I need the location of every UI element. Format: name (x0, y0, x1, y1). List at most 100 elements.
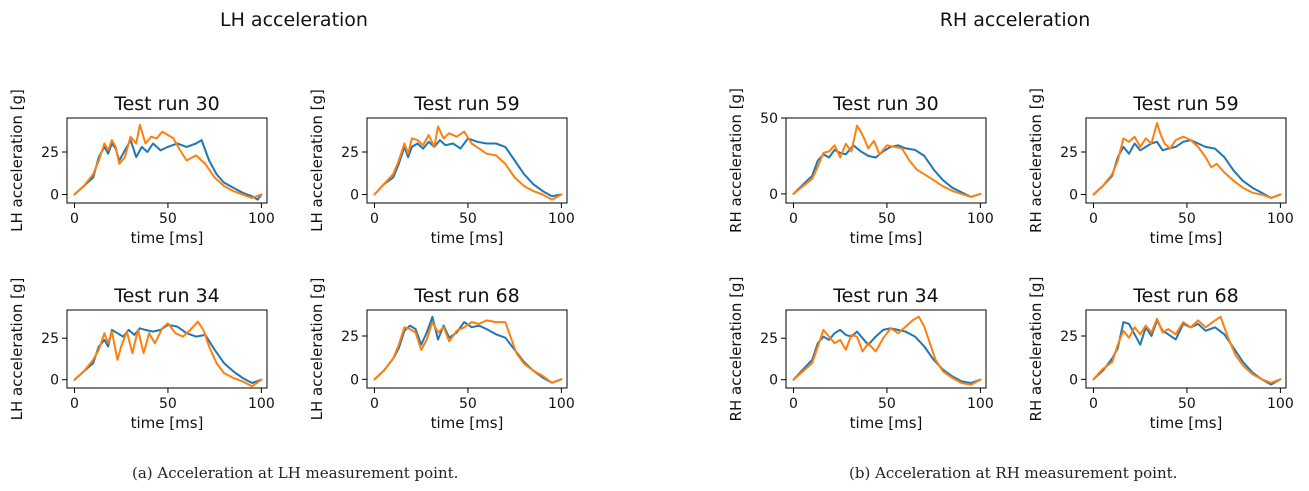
x-tick-label: 0 (370, 396, 379, 412)
y-tick-label: 25 (41, 331, 59, 347)
subplot-3: Test run 34 0 50 100 0 25 time [ms] LH accelera… (8, 278, 275, 432)
y-tick-label: 0 (1069, 188, 1078, 204)
y-tick-label: 0 (769, 373, 778, 389)
x-tick-label: 100 (1267, 396, 1294, 412)
x-axis-label: time [ms] (850, 229, 923, 247)
x-tick-label: 100 (548, 211, 575, 227)
y-axis-label: LH acceleration [g] (308, 89, 326, 232)
x-axis-label: time [ms] (1150, 414, 1223, 432)
subplot-7: Test run 34 0 50 100 0 25 time [ms] RH accelera… (727, 277, 994, 432)
series-line-2 (1092, 122, 1282, 199)
caption-lh: (a) Acceleration at LH measurement point… (132, 464, 459, 482)
axes-frame (66, 309, 268, 389)
y-tick-label: 25 (341, 329, 359, 345)
series-line-1 (73, 139, 263, 201)
series-line-2 (73, 320, 263, 388)
x-axis-label: time [ms] (850, 414, 923, 432)
axes-frame (1085, 309, 1287, 389)
y-axis-label: LH acceleration [g] (8, 278, 26, 421)
axes-frame (785, 117, 987, 204)
y-axis-label: RH acceleration [g] (727, 277, 745, 422)
x-tick-label: 0 (1089, 396, 1098, 412)
x-tick-label: 0 (789, 396, 798, 412)
panel-title-rh: RH acceleration (940, 9, 1091, 31)
x-tick-label: 50 (1178, 396, 1196, 412)
y-axis-label: LH acceleration [g] (308, 278, 326, 421)
axes-frame (366, 309, 568, 389)
y-axis-label: LH acceleration [g] (8, 89, 26, 232)
x-tick-label: 0 (70, 211, 79, 227)
x-tick-label: 50 (878, 396, 896, 412)
x-tick-label: 0 (70, 396, 79, 412)
subplot-2: Test run 59 0 50 100 0 25 time [ms] LH accelera… (308, 89, 575, 247)
y-axis-label: RH acceleration [g] (1027, 88, 1045, 233)
subplot-1: Test run 30 0 50 100 0 25 time [ms] LH accelera… (8, 89, 275, 247)
x-tick-label: 100 (248, 396, 275, 412)
x-tick-label: 100 (967, 396, 994, 412)
series-line-2 (1092, 315, 1282, 384)
axes-frame (785, 309, 987, 389)
series-line-2 (792, 124, 982, 198)
x-axis-label: time [ms] (131, 414, 204, 432)
subplot-5: Test run 30 0 50 100 0 50 time [ms] RH accelera… (727, 88, 994, 247)
series-line-2 (73, 123, 263, 199)
panel-title-lh: LH acceleration (220, 9, 368, 31)
x-tick-label: 100 (967, 211, 994, 227)
y-axis-label: RH acceleration [g] (1027, 277, 1045, 422)
series-line-1 (1092, 139, 1282, 199)
subplot-title: Test run 30 (113, 93, 220, 115)
x-tick-label: 50 (459, 211, 477, 227)
series-line-2 (373, 319, 563, 384)
x-tick-label: 0 (1089, 211, 1098, 227)
subplot-8: Test run 68 0 50 100 0 25 time [ms] RH accelera… (1027, 277, 1294, 432)
subplot-title: Test run 68 (1132, 285, 1239, 307)
y-tick-label: 25 (1060, 329, 1078, 345)
series-line-1 (792, 144, 982, 198)
y-axis-label: RH acceleration [g] (727, 88, 745, 233)
subplot-title: Test run 34 (832, 285, 939, 307)
x-tick-label: 100 (548, 396, 575, 412)
x-axis-label: time [ms] (431, 414, 504, 432)
y-tick-label: 25 (41, 145, 59, 161)
y-tick-label: 0 (50, 188, 59, 204)
y-tick-label: 0 (350, 372, 359, 388)
x-axis-label: time [ms] (1150, 229, 1223, 247)
x-tick-label: 100 (248, 211, 275, 227)
x-tick-label: 50 (159, 211, 177, 227)
axes-frame (1085, 117, 1287, 204)
series-line-1 (373, 137, 563, 198)
subplot-4: Test run 68 0 50 100 0 25 time [ms] LH accelera… (308, 278, 575, 432)
x-axis-label: time [ms] (131, 229, 204, 247)
subplot-title: Test run 59 (413, 93, 520, 115)
subplot-title: Test run 68 (413, 285, 520, 307)
y-tick-label: 25 (1060, 145, 1078, 161)
subplot-title: Test run 34 (113, 285, 220, 307)
subplot-title: Test run 30 (832, 93, 939, 115)
y-tick-label: 25 (341, 145, 359, 161)
y-tick-label: 0 (50, 373, 59, 389)
x-axis-label: time [ms] (431, 229, 504, 247)
x-tick-label: 0 (789, 211, 798, 227)
y-tick-label: 50 (760, 111, 778, 127)
caption-rh: (b) Acceleration at RH measurement point… (849, 464, 1178, 482)
series-line-1 (373, 315, 563, 384)
series-line-1 (1092, 319, 1282, 386)
axes-frame (366, 117, 568, 204)
y-tick-label: 0 (1069, 372, 1078, 388)
subplot-6: Test run 59 0 50 100 0 25 time [ms] RH accelera… (1027, 88, 1294, 247)
series-line-2 (373, 125, 563, 201)
x-tick-label: 100 (1267, 211, 1294, 227)
x-tick-label: 50 (459, 396, 477, 412)
x-tick-label: 50 (1178, 211, 1196, 227)
y-tick-label: 0 (350, 188, 359, 204)
series-line-2 (792, 315, 982, 386)
subplot-title: Test run 59 (1132, 93, 1239, 115)
y-tick-label: 0 (769, 187, 778, 203)
y-tick-label: 25 (760, 331, 778, 347)
series-line-1 (73, 323, 263, 384)
axes-frame (66, 117, 268, 204)
x-tick-label: 50 (878, 211, 896, 227)
x-tick-label: 0 (370, 211, 379, 227)
x-tick-label: 50 (159, 396, 177, 412)
